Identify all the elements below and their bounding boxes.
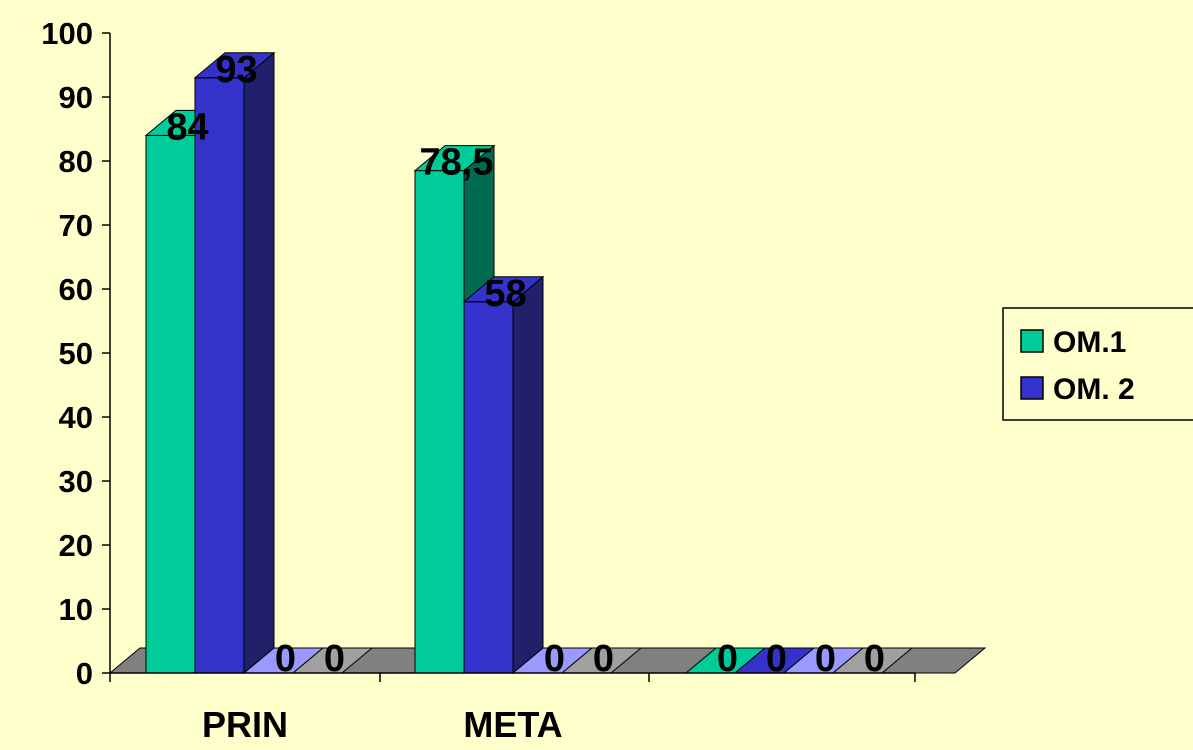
legend: OM.1 OM. 2 (1002, 307, 1193, 421)
legend-label: OM. 2 (1053, 373, 1135, 406)
data-label-0-2: 0 (717, 638, 738, 680)
data-label-0-0: 84 (166, 106, 208, 148)
bar-front (463, 301, 514, 674)
x-tick-label: META (463, 704, 562, 745)
data-label-3-0: 0 (324, 638, 345, 680)
legend-swatch (1020, 376, 1044, 400)
bar-front (414, 170, 465, 674)
data-label-3-2: 0 (864, 638, 885, 680)
y-tick-label: 70 (59, 208, 93, 243)
data-label-2-2: 0 (815, 638, 836, 680)
data-label-1-2: 0 (766, 638, 787, 680)
data-label-2-0: 0 (275, 638, 296, 680)
bar-top (462, 276, 545, 303)
y-tick-label: 50 (59, 336, 93, 371)
legend-label: OM.1 (1053, 326, 1126, 359)
bar-top (413, 145, 496, 172)
x-tick-label: PRIN (202, 704, 288, 745)
bar-front (145, 134, 196, 674)
y-tick-label: 80 (59, 144, 93, 179)
y-tick-label: 20 (59, 528, 93, 563)
bar-1-0 (193, 51, 276, 675)
y-tick-label: 30 (59, 464, 93, 499)
bar-front (194, 77, 245, 674)
y-tick-label: 10 (59, 592, 93, 627)
legend-swatch (1020, 329, 1044, 353)
bar-top (193, 52, 276, 79)
data-label-0-1: 78,5 (420, 142, 494, 184)
bar-side (243, 51, 275, 675)
legend-box (1002, 307, 1193, 421)
y-tick-label: 60 (59, 272, 93, 307)
y-tick-label: 90 (59, 80, 93, 115)
data-label-1-0: 93 (215, 49, 257, 91)
y-tick-label: 40 (59, 400, 93, 435)
bar-side (512, 275, 544, 675)
bar-1-1 (462, 275, 545, 675)
axes: 0 10 20 30 40 50 60 70 80 90 100 PRIN META (41, 16, 916, 745)
y-tick-label: 0 (76, 656, 93, 691)
data-label-3-1: 0 (593, 638, 614, 680)
data-label-1-1: 58 (484, 273, 526, 315)
y-tick-label: 100 (41, 16, 93, 51)
bars (144, 51, 914, 675)
data-label-2-1: 0 (544, 638, 565, 680)
